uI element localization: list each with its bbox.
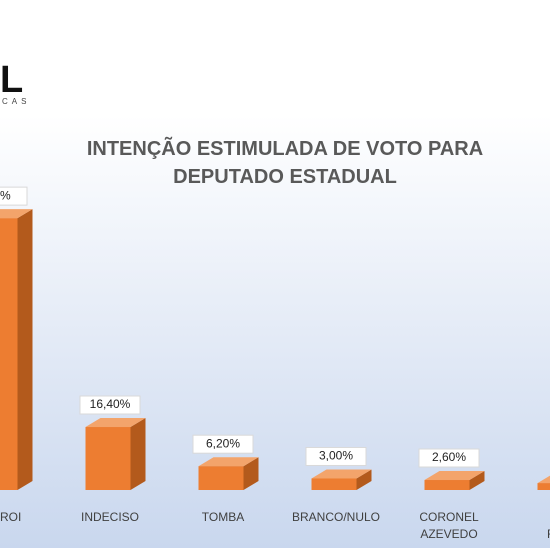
chart-title-text-line: DEPUTADO ESTADUAL <box>173 166 397 188</box>
bar <box>538 483 550 490</box>
bar-side <box>18 209 33 490</box>
x-tick-label-line: AZEVEDO <box>420 527 477 541</box>
data-label: ,80% <box>0 188 11 202</box>
chart-title-text-line: INTENÇÃO ESTIMULADA DE VOTO PARA <box>87 137 483 160</box>
x-tick-label-line: INDECISO <box>81 510 139 524</box>
bar <box>199 466 244 490</box>
bar <box>86 427 131 490</box>
data-label: 3,00% <box>319 449 353 463</box>
logo-mark: L <box>0 59 23 101</box>
x-tick-label-line: TOMBA <box>202 510 244 524</box>
logo-tagline: CAS <box>2 97 30 106</box>
data-label: 16,40% <box>90 397 131 411</box>
bar <box>425 480 470 490</box>
x-tick-label: TOMBA <box>202 510 244 524</box>
header-band <box>0 0 550 115</box>
x-tick-label: E BEROI <box>0 510 21 524</box>
bar <box>0 218 18 490</box>
bar <box>312 478 357 490</box>
x-tick-label-line: CORONEL <box>419 510 479 524</box>
bar-side <box>131 418 146 490</box>
x-tick-label: INDECISO <box>81 510 139 524</box>
x-tick-label-line: E BEROI <box>0 510 21 524</box>
data-label: 2,60% <box>432 450 466 464</box>
x-tick-label-line: BRANCO/NULO <box>292 510 380 524</box>
x-tick-label: BRANCO/NULO <box>292 510 380 524</box>
data-label: 6,20% <box>206 436 240 450</box>
